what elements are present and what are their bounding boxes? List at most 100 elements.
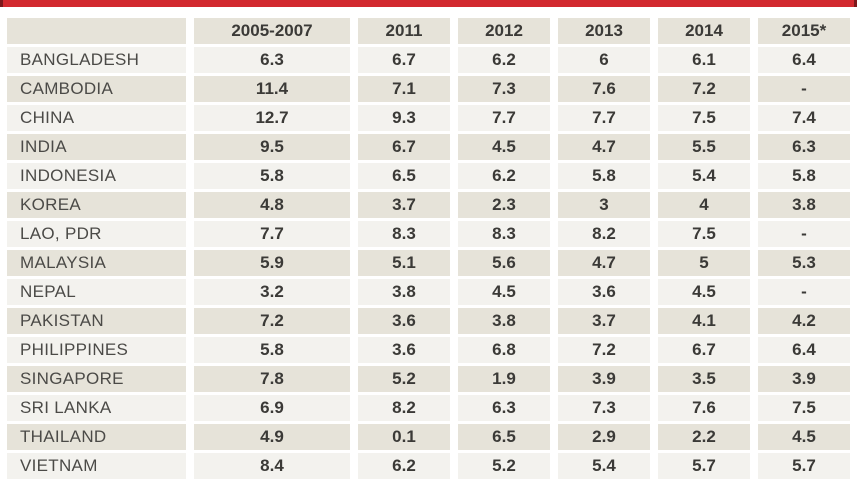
value-cell: 4.1 [658, 308, 750, 334]
value-cell: 6.7 [358, 47, 450, 73]
table-row: NEPAL 3.2 3.8 4.5 3.6 4.5- [7, 279, 850, 305]
table-row: INDIA 9.5 6.7 4.5 4.7 5.5 6.3 [7, 134, 850, 160]
value-cell: 6.4 [758, 337, 850, 363]
value-cell: 4.2 [758, 308, 850, 334]
value-cell: 4.9 [194, 424, 350, 450]
value-cell: 6.3 [194, 47, 350, 73]
value-cell: 3.8 [458, 308, 550, 334]
value-cell: 6.3 [458, 395, 550, 421]
value-cell: 3.8 [358, 279, 450, 305]
table-row: CHINA 12.7 9.3 7.7 7.7 7.5 7.4 [7, 105, 850, 131]
value-cell: 5.2 [358, 366, 450, 392]
value-cell: 5.8 [194, 163, 350, 189]
table-row: SINGAPORE 7.8 5.2 1.9 3.9 3.5 3.9 [7, 366, 850, 392]
value-cell: 6.4 [758, 47, 850, 73]
value-cell: 5.1 [358, 250, 450, 276]
value-cell: 7.3 [458, 76, 550, 102]
value-cell: 7.7 [458, 105, 550, 131]
value-cell: 6.7 [358, 134, 450, 160]
value-cell: 5.5 [658, 134, 750, 160]
value-cell: 7.6 [558, 76, 650, 102]
value-cell: 6.8 [458, 337, 550, 363]
row-label: CAMBODIA [7, 76, 186, 102]
value-cell: 7.5 [658, 221, 750, 247]
table-header-row: 2005-2007 2011 2012 2013 2014 2015* [7, 18, 850, 44]
row-label: NEPAL [7, 279, 186, 305]
row-label: THAILAND [7, 424, 186, 450]
value-cell: 5.6 [458, 250, 550, 276]
value-cell: 3.9 [558, 366, 650, 392]
value-cell: 7.5 [758, 395, 850, 421]
table-row: KOREA 4.8 3.7 2.3 3 4 3.8 [7, 192, 850, 218]
value-cell: 3.7 [558, 308, 650, 334]
table-row: SRI LANKA 6.9 8.2 6.3 7.3 7.6 7.5 [7, 395, 850, 421]
value-cell: 1.9 [458, 366, 550, 392]
value-cell: 7.7 [558, 105, 650, 131]
value-cell: 6.2 [458, 163, 550, 189]
value-cell: 3.6 [558, 279, 650, 305]
value-cell: 8.4 [194, 453, 350, 479]
value-cell: 8.3 [458, 221, 550, 247]
value-cell: 4 [658, 192, 750, 218]
table-row: LAO, PDR 7.7 8.3 8.3 8.2 7.5- [7, 221, 850, 247]
value-cell: 5.7 [658, 453, 750, 479]
row-label: LAO, PDR [7, 221, 186, 247]
value-cell: 7.2 [194, 308, 350, 334]
value-cell: 7.8 [194, 366, 350, 392]
row-label: CHINA [7, 105, 186, 131]
value-cell: 7.2 [658, 76, 750, 102]
column-header: 2014 [658, 18, 750, 44]
table-row: PHILIPPINES 5.8 3.6 6.8 7.2 6.7 6.4 [7, 337, 850, 363]
column-header: 2012 [458, 18, 550, 44]
value-cell: 2.3 [458, 192, 550, 218]
row-label: INDONESIA [7, 163, 186, 189]
value-cell: 5.4 [558, 453, 650, 479]
growth-table: 2005-2007 2011 2012 2013 2014 2015* BANGLADESH… [0, 7, 857, 479]
value-cell: 4.5 [458, 134, 550, 160]
column-header: 2015* [758, 18, 850, 44]
value-cell: 6.1 [658, 47, 750, 73]
row-label: MALAYSIA [7, 250, 186, 276]
value-cell: 5.8 [758, 163, 850, 189]
table-row: BANGLADESH 6.3 6.7 6.2 6 6.1 6.4 [7, 47, 850, 73]
row-label: BANGLADESH [7, 47, 186, 73]
value-cell: 3.6 [358, 308, 450, 334]
column-header: 2011 [358, 18, 450, 44]
value-cell: 6.2 [458, 47, 550, 73]
value-cell: 6 [558, 47, 650, 73]
value-cell: - [758, 279, 850, 305]
value-cell: 8.3 [358, 221, 450, 247]
value-cell: 0.1 [358, 424, 450, 450]
value-cell: 5.8 [194, 337, 350, 363]
value-cell: - [758, 76, 850, 102]
value-cell: 7.2 [558, 337, 650, 363]
value-cell: 4.8 [194, 192, 350, 218]
value-cell: - [758, 221, 850, 247]
value-cell: 6.5 [358, 163, 450, 189]
value-cell: 7.5 [658, 105, 750, 131]
value-cell: 11.4 [194, 76, 350, 102]
value-cell: 6.7 [658, 337, 750, 363]
value-cell: 7.7 [194, 221, 350, 247]
value-cell: 4.5 [658, 279, 750, 305]
value-cell: 6.9 [194, 395, 350, 421]
table-row: INDONESIA 5.8 6.5 6.2 5.8 5.4 5.8 [7, 163, 850, 189]
row-label: SINGAPORE [7, 366, 186, 392]
value-cell: 6.3 [758, 134, 850, 160]
row-label: VIETNAM [7, 453, 186, 479]
top-accent-bar [0, 0, 857, 7]
row-label: KOREA [7, 192, 186, 218]
value-cell: 3.7 [358, 192, 450, 218]
table-row: VIETNAM 8.4 6.2 5.2 5.4 5.7 5.7 [7, 453, 850, 479]
value-cell: 7.1 [358, 76, 450, 102]
value-cell: 5.7 [758, 453, 850, 479]
row-label: SRI LANKA [7, 395, 186, 421]
value-cell: 8.2 [358, 395, 450, 421]
value-cell: 5.8 [558, 163, 650, 189]
value-cell: 2.9 [558, 424, 650, 450]
column-header: 2013 [558, 18, 650, 44]
column-header: 2005-2007 [194, 18, 350, 44]
value-cell: 4.5 [458, 279, 550, 305]
value-cell: 5 [658, 250, 750, 276]
